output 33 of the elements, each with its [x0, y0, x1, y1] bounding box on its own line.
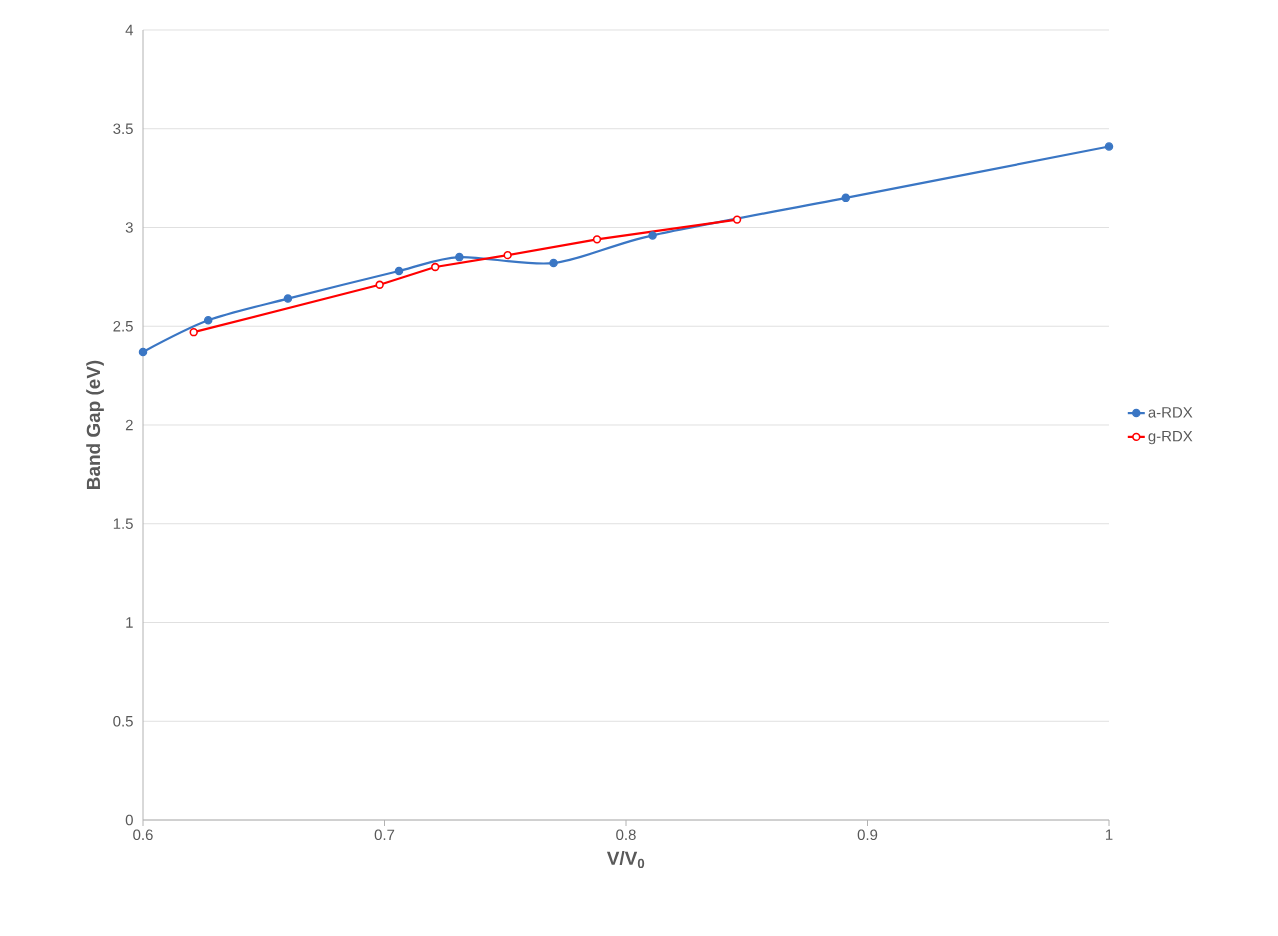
y-tick-label: 3: [125, 222, 133, 233]
legend-label: g-RDX: [1148, 430, 1193, 445]
point: [455, 252, 464, 262]
point: [732, 215, 742, 224]
point: [549, 258, 558, 268]
x-tick-label: 0.9: [857, 829, 878, 841]
y-tick-label: 1: [126, 617, 133, 628]
x-tick-label: 1: [1105, 829, 1113, 840]
point: [138, 347, 148, 357]
y-tick-label: 1.5: [113, 518, 133, 529]
y-tick-label: 3.5: [113, 123, 133, 135]
y-axis-title: Band Gap (eV): [86, 360, 104, 489]
x-axis-title: V/V$_{0}$: [606, 850, 645, 869]
x-tick-label: 0.7: [374, 829, 395, 841]
x-tick-label: 0.6: [133, 829, 153, 841]
point: [375, 280, 384, 289]
point: [203, 316, 213, 325]
y-tick-label: 2.5: [113, 320, 133, 332]
point: [431, 262, 440, 272]
point: [283, 294, 293, 303]
point: [841, 193, 851, 203]
point: [189, 327, 198, 337]
point: [592, 235, 602, 244]
y-tick-label: 0: [125, 814, 133, 826]
point: [503, 250, 512, 260]
point: [648, 231, 657, 240]
y-tick-label: 0.5: [113, 715, 133, 727]
y-tick-label: 4: [125, 24, 134, 36]
point: [1104, 142, 1114, 151]
x-tick-label: 0.8: [616, 829, 636, 841]
point: [394, 266, 404, 276]
legend-label: a-RDX: [1148, 407, 1193, 418]
y-tick-label: 2: [125, 419, 133, 431]
